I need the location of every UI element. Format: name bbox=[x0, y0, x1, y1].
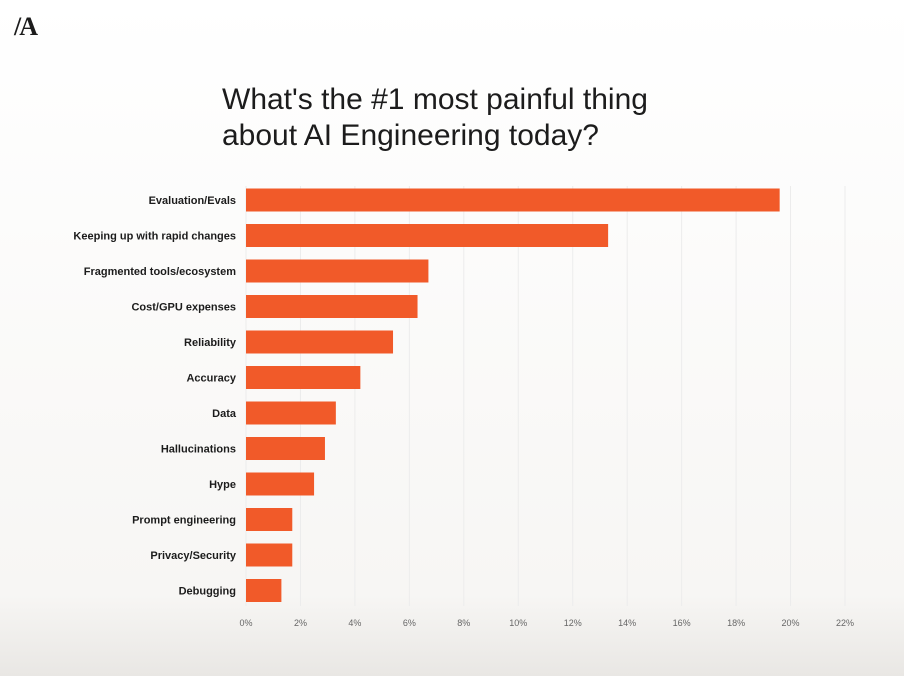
category-label: Reliability bbox=[184, 337, 237, 349]
bar bbox=[246, 224, 609, 247]
bar bbox=[246, 330, 394, 354]
x-tick-label: 0% bbox=[239, 618, 252, 628]
brand-logo: /A bbox=[14, 12, 38, 41]
category-label: Evaluation/Evals bbox=[149, 195, 236, 207]
category-label: Data bbox=[212, 408, 237, 420]
x-tick-label: 18% bbox=[727, 618, 745, 628]
x-tick-label: 20% bbox=[782, 618, 800, 628]
bar bbox=[246, 437, 325, 460]
category-label: Hallucinations bbox=[161, 444, 236, 456]
bar bbox=[246, 401, 336, 425]
bar bbox=[246, 366, 361, 389]
category-label: Accuracy bbox=[186, 373, 236, 385]
x-tick-label: 16% bbox=[673, 618, 691, 628]
x-tick-label: 2% bbox=[294, 618, 307, 628]
bar bbox=[246, 543, 293, 567]
category-label: Keeping up with rapid changes bbox=[73, 231, 236, 243]
x-tick-label: 14% bbox=[618, 618, 636, 628]
bar bbox=[246, 508, 293, 531]
bar bbox=[246, 579, 282, 602]
x-tick-label: 12% bbox=[564, 618, 582, 628]
bar bbox=[246, 259, 429, 283]
chart-title-line-2: about AI Engineering today? bbox=[222, 119, 599, 152]
x-tick-label: 6% bbox=[403, 618, 416, 628]
bar bbox=[246, 472, 315, 496]
category-label: Hype bbox=[209, 479, 236, 491]
bar bbox=[246, 295, 418, 318]
x-tick-label: 22% bbox=[836, 618, 854, 628]
x-tick-label: 10% bbox=[509, 618, 527, 628]
category-label: Fragmented tools/ecosystem bbox=[84, 266, 236, 278]
chart-title: What's the #1 most painful thing about A… bbox=[222, 82, 782, 154]
chart-title-line-1: What's the #1 most painful thing bbox=[222, 83, 648, 116]
category-label: Prompt engineering bbox=[132, 515, 236, 527]
x-tick-label: 8% bbox=[457, 618, 470, 628]
category-label: Cost/GPU expenses bbox=[131, 302, 236, 314]
category-label: Debugging bbox=[179, 586, 236, 598]
x-tick-label: 4% bbox=[348, 618, 361, 628]
category-label: Privacy/Security bbox=[150, 550, 236, 562]
bar bbox=[246, 188, 780, 212]
